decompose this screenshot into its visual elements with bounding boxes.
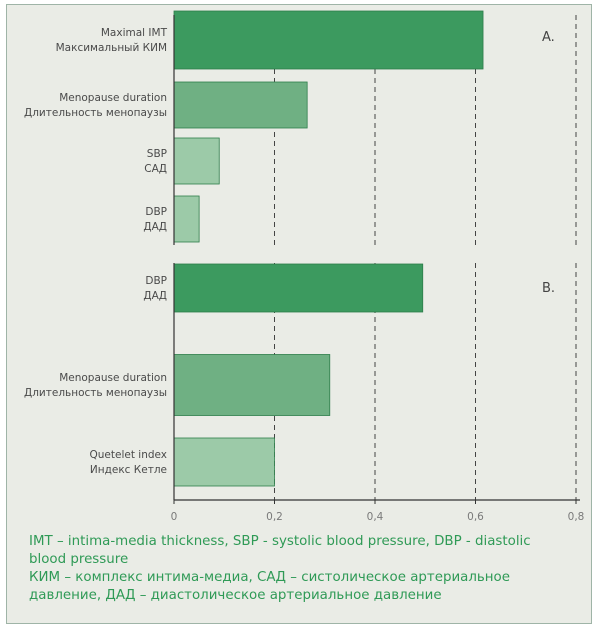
- x-tick-label: 0,8: [568, 511, 585, 523]
- category-label-en: DBP: [145, 206, 167, 218]
- panel-label: B.: [542, 281, 555, 296]
- x-tick-label: 0: [171, 511, 178, 523]
- bar-a-0: [173, 10, 484, 70]
- bar-a-2: [173, 137, 220, 185]
- bar-chart: Maximal IMT Максимальный КИМ Menopause dur…: [24, 10, 585, 523]
- panel-label: A.: [542, 30, 555, 45]
- category-label-ru: Максимальный КИМ: [56, 42, 167, 54]
- category-label-ru: Индекс Кетле: [90, 464, 167, 476]
- category-label-en: Menopause duration: [59, 92, 167, 104]
- footnote-line-4: давление, ДАД – диастолическое артериаль…: [29, 588, 442, 603]
- bar-b-1: [173, 354, 331, 416]
- x-tick-label: 0,2: [266, 511, 283, 523]
- category-label-en: SBP: [147, 148, 167, 160]
- bar-a-1: [173, 81, 308, 129]
- footnote-line-3: КИМ – комплекс интима-медиа, САД – систо…: [29, 570, 510, 585]
- category-label-ru: ДАД: [143, 290, 167, 302]
- bar-b-0: [173, 263, 424, 313]
- abbreviation-footnote: IMT – intima-media thickness, SBP - syst…: [29, 533, 589, 605]
- footnote-line-2: blood pressure: [29, 552, 129, 567]
- category-label-en: DBP: [145, 275, 167, 287]
- x-tick-label: 0,4: [367, 511, 384, 523]
- footnote-line-1: IMT – intima-media thickness, SBP - syst…: [29, 534, 531, 549]
- category-label-ru: САД: [144, 163, 167, 175]
- figure-frame: Maximal IMT Максимальный КИМ Menopause dur…: [6, 4, 592, 624]
- category-label-ru: Длительность менопаузы: [24, 387, 167, 399]
- x-tick-label: 0,6: [467, 511, 484, 523]
- category-label-en: Quetelet index: [89, 449, 167, 461]
- category-label-ru: ДАД: [143, 221, 167, 233]
- category-label-ru: Длительность менопаузы: [24, 107, 167, 119]
- bar-b-2: [173, 437, 275, 487]
- bar-a-3: [173, 195, 200, 243]
- category-label-en: Maximal IMT: [101, 27, 168, 39]
- category-label-en: Menopause duration: [59, 372, 167, 384]
